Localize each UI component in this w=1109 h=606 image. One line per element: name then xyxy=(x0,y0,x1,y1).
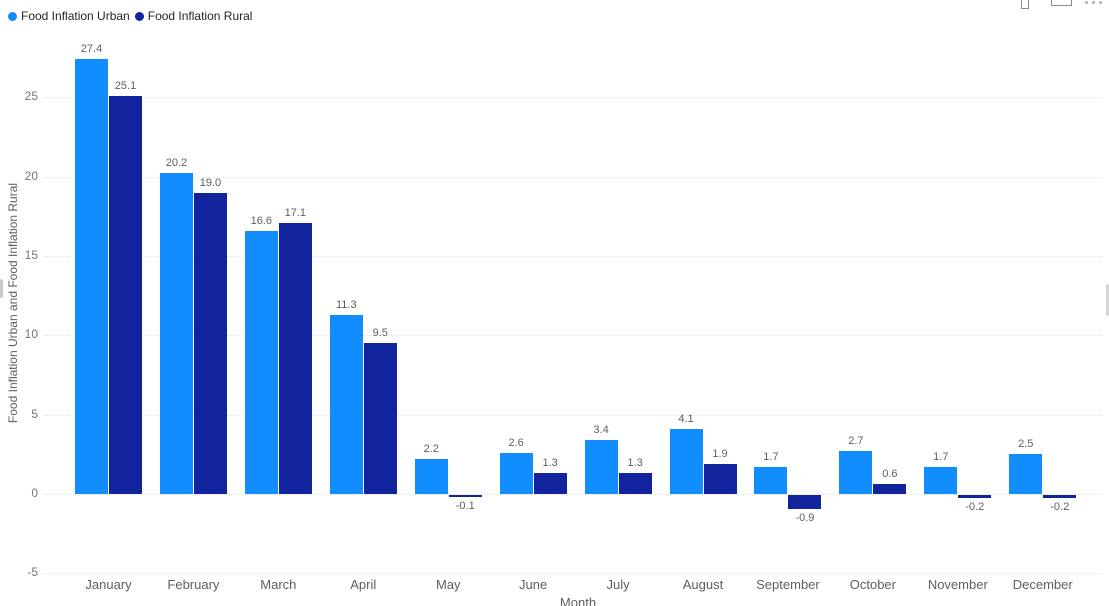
x-tick-label-june: June xyxy=(519,577,548,592)
x-tick-label-april: April xyxy=(350,577,377,592)
data-label: 27.4 xyxy=(80,43,103,56)
legend-label-rural: Food Inflation Rural xyxy=(147,9,253,23)
bar-urban-september[interactable] xyxy=(754,467,788,494)
bar-urban-march[interactable] xyxy=(244,230,278,494)
y-tick-label: 0 xyxy=(31,486,38,500)
legend-label-urban: Food Inflation Urban xyxy=(21,9,130,23)
gridline-y-0 xyxy=(44,494,1102,495)
bar-urban-november[interactable] xyxy=(924,467,958,494)
x-tick-label-august: August xyxy=(682,577,724,592)
data-label: 1.7 xyxy=(763,451,779,464)
data-label: 11.3 xyxy=(335,298,357,311)
bar-urban-january[interactable] xyxy=(75,59,108,494)
x-tick-label-october: October xyxy=(849,577,896,592)
bar-rural-january[interactable] xyxy=(109,95,142,494)
legend-dot-rural-icon xyxy=(134,11,144,21)
data-label: 2.2 xyxy=(423,443,439,456)
data-label: 3.4 xyxy=(593,424,609,437)
bar-rural-may[interactable] xyxy=(448,495,482,497)
bar-urban-april[interactable] xyxy=(329,314,363,494)
data-label: 1.3 xyxy=(542,457,558,470)
x-tick-label-february: February xyxy=(167,577,220,592)
data-label: 2.6 xyxy=(508,436,524,449)
bar-rural-april[interactable] xyxy=(363,343,397,494)
bar-rural-december[interactable] xyxy=(1043,495,1077,499)
y-tick-label: 5 xyxy=(31,406,38,421)
bar-urban-july[interactable] xyxy=(584,440,618,494)
bar-urban-october[interactable] xyxy=(839,451,873,494)
data-label: 16.6 xyxy=(250,214,273,227)
data-label: -0.9 xyxy=(795,512,815,525)
bar-rural-august[interactable] xyxy=(703,463,737,494)
y-tick-label: 15 xyxy=(24,247,38,262)
data-label: 17.1 xyxy=(284,206,307,219)
gridline-y-25 xyxy=(44,97,1102,99)
bar-rural-july[interactable] xyxy=(618,473,652,494)
y-tick-label: 20 xyxy=(24,168,38,183)
bar-rural-november[interactable] xyxy=(958,495,992,499)
y-axis-title: Food Inflation Urban and Food Inflation … xyxy=(6,182,20,424)
x-axis-title: Month xyxy=(559,595,597,606)
bar-rural-september[interactable] xyxy=(788,495,822,510)
x-tick-label-november: November xyxy=(927,577,988,592)
gridline-y--5 xyxy=(44,573,1102,575)
bar-rural-march[interactable] xyxy=(278,222,312,494)
data-label: 19.0 xyxy=(199,176,222,189)
bar-rural-june[interactable] xyxy=(533,473,567,494)
x-tick-label-may: May xyxy=(435,577,461,592)
x-tick-label-september: September xyxy=(756,577,820,592)
data-label: -0.2 xyxy=(1050,501,1070,514)
data-label: -0.1 xyxy=(455,499,475,512)
x-tick-label-january: January xyxy=(85,577,132,592)
legend-item-urban[interactable]: Food Inflation Urban xyxy=(8,9,130,23)
y-tick-label: 25 xyxy=(24,89,38,104)
bar-rural-october[interactable] xyxy=(873,484,907,494)
data-label: 9.5 xyxy=(372,327,388,340)
data-label: 4.1 xyxy=(678,412,694,425)
legend: Food Inflation Urban Food Inflation Rura… xyxy=(8,9,257,23)
bar-rural-february[interactable] xyxy=(193,192,227,494)
bar-urban-june[interactable] xyxy=(499,452,533,494)
data-label: 1.9 xyxy=(712,447,728,460)
data-label: -0.2 xyxy=(965,501,985,514)
gridline-y-15 xyxy=(44,255,1102,257)
data-label: 20.2 xyxy=(165,157,188,170)
gridline-y-10 xyxy=(44,335,1102,337)
legend-dot-urban-icon xyxy=(8,11,17,21)
bar-urban-february[interactable] xyxy=(159,173,193,494)
x-tick-label-march: March xyxy=(260,577,297,592)
data-label: 1.3 xyxy=(627,457,643,470)
legend-item-rural[interactable]: Food Inflation Rural xyxy=(134,9,253,23)
gridline-y-20 xyxy=(44,176,1102,178)
bar-urban-august[interactable] xyxy=(669,428,703,494)
data-label: 2.5 xyxy=(1018,438,1034,451)
data-label: 2.7 xyxy=(848,435,864,448)
bar-urban-may[interactable] xyxy=(414,459,448,494)
data-label: 1.7 xyxy=(933,451,949,464)
scrollbar-thumb-left[interactable] xyxy=(0,279,3,298)
bar-urban-december[interactable] xyxy=(1009,454,1043,494)
x-tick-label-july: July xyxy=(606,577,630,592)
y-tick-label: -5 xyxy=(27,565,38,580)
data-label: 0.6 xyxy=(882,468,898,481)
gridline-y-5 xyxy=(44,414,1102,416)
data-label: 25.1 xyxy=(114,79,137,92)
x-tick-label-december: December xyxy=(1012,577,1073,592)
scrollbar-thumb-right[interactable] xyxy=(1106,284,1109,316)
y-tick-label: 10 xyxy=(24,327,38,342)
